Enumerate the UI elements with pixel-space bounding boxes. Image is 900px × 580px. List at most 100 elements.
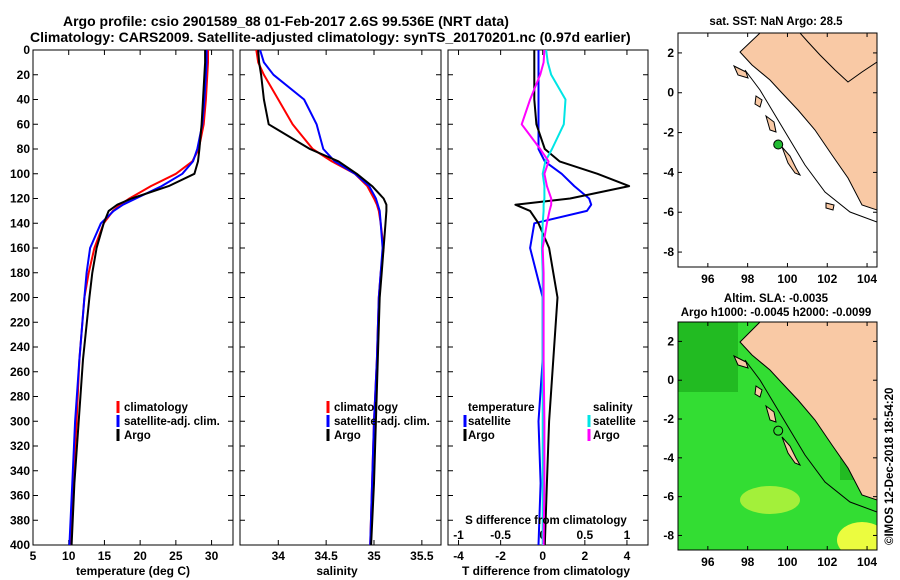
- series-line-t-argo: [514, 50, 631, 546]
- series-line-argo: [70, 50, 207, 546]
- island-mentawai: [781, 436, 802, 466]
- s-diff-tick-label: 1: [624, 528, 631, 542]
- island-nias: [754, 95, 763, 108]
- salinity-xlabel: salinity: [316, 564, 358, 578]
- imos-credit: ©IMOS 12-Dec-2018 18:54:20: [884, 388, 896, 545]
- legend-label-climatology: climatology: [124, 402, 189, 414]
- depth-tick-label: 360: [10, 489, 30, 503]
- depth-tick-label: 300: [10, 414, 30, 428]
- x-tick-label: 0: [539, 549, 546, 563]
- map-lat-label: 0: [667, 373, 674, 387]
- island-mentawai: [781, 146, 802, 176]
- sumatra-land: [739, 322, 877, 501]
- map-lon-label: 104: [857, 555, 877, 569]
- depth-tick-label: 400: [10, 538, 30, 552]
- depth-tick-label: 40: [17, 93, 31, 107]
- x-tick-label: 34: [272, 549, 286, 563]
- malay-land: [799, 33, 877, 83]
- difference-legend-salinity: salinity satellite Argo: [587, 402, 636, 442]
- sst-map: sat. SST: NaN Argo: 28.5 96 98 100 102 104 2…: [663, 16, 878, 286]
- depth-tick-label: 260: [10, 365, 30, 379]
- x-tick-label: 2: [581, 549, 588, 563]
- s-difference-axis-label: S difference from climatology: [465, 515, 627, 527]
- map-lat-label: -6: [663, 205, 674, 219]
- legend-label-t-argo: Argo: [468, 430, 495, 442]
- depth-tick-label: 120: [10, 192, 30, 206]
- sla-map-title-2: Argo h1000: -0.0045 h2000: -0.0099: [681, 307, 872, 319]
- map-lat-label: -8: [663, 245, 674, 259]
- map-lat-label: 2: [667, 46, 674, 60]
- sla-patch: [678, 322, 738, 392]
- s-diff-tick-label: -0.5: [490, 528, 511, 542]
- argo-position-marker: [773, 139, 784, 150]
- series-line-satellite-adj-clim-: [68, 50, 208, 546]
- difference-panel: -4 -2 0 2 4 -1 -0.5 0 0.5 1 S difference from cl…: [447, 49, 649, 578]
- x-tick-label: 35: [367, 549, 381, 563]
- coast-contour: [744, 359, 877, 513]
- x-tick-label: -2: [495, 549, 506, 563]
- depth-tick-label: 0: [23, 43, 30, 57]
- island-siberut: [765, 404, 777, 423]
- salinity-axes-box: [239, 49, 442, 546]
- temperature-xlabel: temperature (deg C): [76, 564, 190, 578]
- map-lon-label: 96: [701, 272, 715, 286]
- sla-map-title-1: Altim. SLA: -0.0035: [724, 293, 829, 305]
- x-tick-label: 4: [624, 549, 631, 563]
- legend-label-climatology: climatology: [334, 402, 399, 414]
- depth-tick-label: 320: [10, 439, 30, 453]
- depth-tick-label: 20: [17, 68, 31, 82]
- legend-label-argo: Argo: [124, 430, 151, 442]
- sla-map-frame: [677, 321, 878, 551]
- map-lon-label: 104: [857, 272, 877, 286]
- map-lat-label: -2: [663, 412, 674, 426]
- map-lon-label: 98: [741, 272, 755, 286]
- s-diff-tick-label: -1: [453, 528, 464, 542]
- legend-label-satellite: satellite-adj. clim.: [124, 416, 220, 428]
- map-lat-label: -2: [663, 126, 674, 140]
- depth-tick-label: 240: [10, 340, 30, 354]
- island-simeulue: [732, 64, 749, 79]
- salinity-legend: climatology satellite-adj. clim. Argo: [326, 401, 430, 442]
- legend-label-t-satellite: satellite: [468, 416, 511, 428]
- sla-high-patch: [740, 486, 800, 514]
- depth-tick-label: 220: [10, 315, 30, 329]
- argo-position-marker: [773, 425, 784, 436]
- series-line-argo: [257, 49, 388, 546]
- x-tick-label: 20: [133, 549, 147, 563]
- map-lon-label: 102: [817, 555, 837, 569]
- depth-tick-label: 280: [10, 390, 30, 404]
- depth-tick-label: 100: [10, 167, 30, 181]
- depth-tick-label: 340: [10, 464, 30, 478]
- x-tick-label: 35.5: [410, 549, 434, 563]
- island-nias: [754, 385, 763, 398]
- difference-xlabel: T difference from climatology: [462, 564, 630, 578]
- depth-tick-label: 180: [10, 266, 30, 280]
- x-tick-label: 25: [169, 549, 183, 563]
- series-line-s-argo: [520, 49, 553, 546]
- map-lat-label: -8: [663, 528, 674, 542]
- island-enggano: [825, 202, 835, 211]
- sla-map: Altim. SLA: -0.0035 Argo h1000: -0.0045 …: [663, 293, 878, 569]
- map-lat-label: -4: [663, 165, 674, 179]
- depth-tick-label: 200: [10, 291, 30, 305]
- island-siberut: [765, 114, 777, 133]
- title-line-2: Climatology: CARS2009. Satellite-adjuste…: [30, 29, 631, 45]
- x-tick-label: 30: [205, 549, 219, 563]
- map-lon-label: 98: [741, 555, 755, 569]
- legend-label-satellite: satellite-adj. clim.: [334, 416, 430, 428]
- legend-temperature-heading: temperature: [468, 402, 534, 414]
- map-lat-label: 2: [667, 334, 674, 348]
- depth-tick-label: 380: [10, 513, 30, 527]
- map-lat-label: -6: [663, 490, 674, 504]
- legend-salinity-heading: salinity: [593, 402, 633, 414]
- legend-label-s-argo: Argo: [593, 430, 620, 442]
- x-tick-label: 5: [30, 549, 37, 563]
- sst-map-title: sat. SST: NaN Argo: 28.5: [709, 16, 843, 28]
- s-diff-tick-label: 0.5: [576, 528, 593, 542]
- map-lon-label: 96: [701, 555, 715, 569]
- temperature-legend: climatology satellite-adj. clim. Argo: [116, 401, 220, 442]
- depth-tick-label: 140: [10, 216, 30, 230]
- map-lon-label: 100: [777, 272, 797, 286]
- depth-tick-label: 160: [10, 241, 30, 255]
